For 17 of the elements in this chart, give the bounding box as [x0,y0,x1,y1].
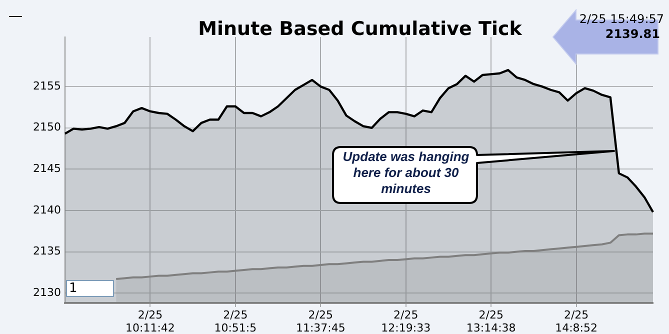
x-tick-label: 2/25 14:8:52 [555,308,598,334]
x-tick-label: 2/25 11:37:45 [296,308,346,334]
y-tick-label: 2145 [33,162,61,176]
y-tick-label: 2155 [33,79,61,92]
text-field: 1 [66,280,114,297]
x-tick-label: 2/25 10:11:42 [126,308,175,334]
x-tick-label: 2/25 13:14:38 [466,308,516,334]
text: 2/25 15:49:57 [578,12,664,26]
x-tick-label: 2/25 10:51:5 [214,308,257,334]
annotation: Update was hanging here for about 30 minutes [342,149,470,197]
chart-title: Minute Based Cumulative Tick [197,18,523,40]
annotation: 2139.81 [604,27,660,41]
y-tick-label: 2135 [33,244,61,258]
y-tick-label: 2150 [33,120,61,134]
y-tick-label: 2130 [33,286,61,299]
y-tick-label: 2140 [33,203,61,216]
x-tick-label: 2/25 12:19:33 [381,308,431,334]
